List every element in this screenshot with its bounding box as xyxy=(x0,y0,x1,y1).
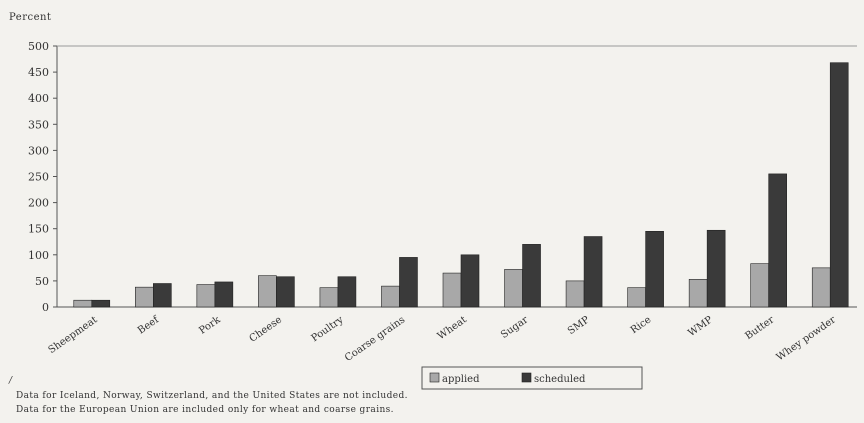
bar-applied-cheese xyxy=(258,275,277,308)
bar-applied-smp xyxy=(565,280,585,308)
legend-swatch-scheduled xyxy=(521,372,532,383)
footnote-marker: / xyxy=(9,376,13,386)
bar-applied-wmp xyxy=(688,279,708,308)
bar-applied-coarse-grains xyxy=(381,285,400,308)
bar-scheduled-wmp xyxy=(706,229,726,308)
y-axis: 0 50 100 150 200 250 300 350 400 450 500 xyxy=(28,40,857,314)
y-tick-label: 300 xyxy=(28,144,49,157)
y-tick-label: 0 xyxy=(42,301,49,314)
y-tick-label: 150 xyxy=(28,223,49,236)
legend-label-scheduled: scheduled xyxy=(534,374,586,385)
x-tick-label: Sheepmeat xyxy=(47,314,100,356)
bar-applied-sugar xyxy=(504,269,523,308)
x-tick-label: Pork xyxy=(197,314,223,337)
bar-scheduled-coarse-grains xyxy=(399,257,418,308)
bar-scheduled-sheepmeat xyxy=(91,299,111,308)
bar-scheduled-whey-powder xyxy=(829,62,849,308)
x-tick-label: Coarse grains xyxy=(343,314,407,363)
bar-scheduled-smp xyxy=(583,236,603,308)
y-tick-label: 500 xyxy=(28,40,49,53)
footnote-line-1: Data for Iceland, Norway, Switzerland, a… xyxy=(16,391,408,401)
x-tick-label: Whey powder xyxy=(775,314,838,363)
bar-scheduled-sugar xyxy=(522,244,541,308)
x-tick-label: Wheat xyxy=(436,314,469,342)
footnote-line-2: Data for the European Union are included… xyxy=(16,405,394,415)
y-tick-label: 50 xyxy=(35,275,49,288)
x-tick-label: WMP xyxy=(686,314,715,339)
bar-applied-sheepmeat xyxy=(73,299,93,308)
legend: applied scheduled xyxy=(421,366,643,390)
bar-applied-beef xyxy=(135,286,154,308)
bar-scheduled-butter xyxy=(768,173,787,308)
bar-applied-rice xyxy=(627,287,646,308)
legend-box xyxy=(421,366,643,390)
y-tick-label: 350 xyxy=(28,118,49,131)
bars-group xyxy=(73,62,849,308)
bar-scheduled-pork xyxy=(214,281,234,308)
y-tick-label: 200 xyxy=(28,197,49,210)
y-tick-label: 400 xyxy=(28,92,49,105)
y-tick-label: 450 xyxy=(28,66,49,79)
bar-scheduled-cheese xyxy=(276,276,295,308)
y-tick-label: 250 xyxy=(28,171,49,184)
bar-applied-wheat xyxy=(442,272,462,308)
x-tick-label: Beef xyxy=(136,314,162,337)
bar-applied-poultry xyxy=(319,287,339,308)
x-tick-label: Cheese xyxy=(248,314,285,344)
bar-applied-whey-powder xyxy=(811,267,831,308)
legend-label-applied: applied xyxy=(442,374,480,385)
x-tick-label: Poultry xyxy=(309,314,345,344)
bar-scheduled-rice xyxy=(645,231,664,308)
legend-swatch-applied xyxy=(429,372,440,383)
bar-applied-pork xyxy=(196,284,216,308)
x-tick-label: Rice xyxy=(629,314,654,336)
x-tick-label: Butter xyxy=(743,314,776,342)
x-tick-label: SMP xyxy=(566,314,592,337)
y-tick-label: 100 xyxy=(28,249,49,262)
x-tick-label: Sugar xyxy=(499,314,530,341)
bar-scheduled-wheat xyxy=(460,254,480,308)
bar-applied-butter xyxy=(750,263,769,308)
bar-scheduled-beef xyxy=(153,283,172,308)
bar-scheduled-poultry xyxy=(337,276,357,308)
y-axis-label: Percent xyxy=(9,12,51,23)
